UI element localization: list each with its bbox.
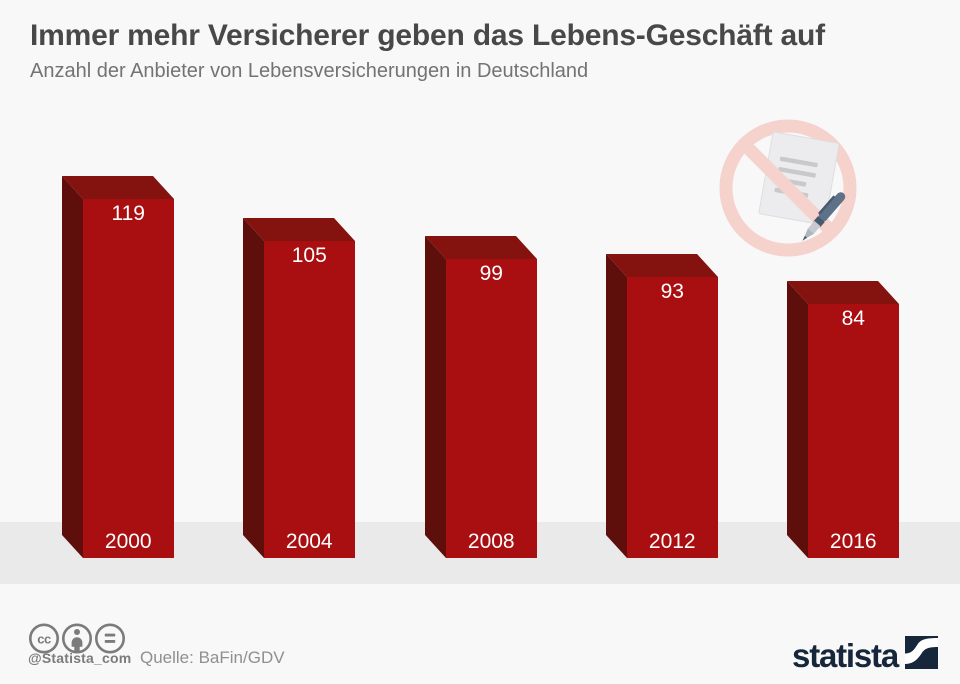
- cc-icon: cc: [29, 623, 59, 654]
- bar-year-label: 2012: [648, 529, 696, 553]
- bar-front-face: [446, 258, 537, 558]
- bar-side-face: [787, 280, 808, 558]
- cc-license-icons: cc: [29, 623, 126, 654]
- bar-value-label: 84: [841, 306, 865, 330]
- bar-2012: 93 2012: [606, 253, 718, 558]
- bar-front-face: [627, 276, 718, 558]
- statista-logotype: statista: [792, 637, 899, 674]
- pen-icon: [802, 192, 846, 241]
- bar-year-label: 2016: [829, 529, 877, 553]
- bar-value-label: 105: [291, 243, 327, 267]
- svg-text:cc: cc: [37, 631, 51, 646]
- chart-subtitle: Anzahl der Anbieter von Lebensversicheru…: [30, 60, 589, 82]
- bar-front-face: [83, 198, 174, 558]
- bar-2008: 99 2008: [425, 235, 537, 558]
- bar-year-label: 2004: [285, 529, 333, 553]
- bar-front-face: [264, 240, 355, 558]
- bar-top-face: [425, 235, 537, 259]
- statista-logo-mark: [905, 636, 938, 669]
- bar-year-label: 2008: [467, 529, 515, 553]
- bar-2004: 105 2004: [243, 217, 355, 558]
- chart-title: Immer mehr Versicherer geben das Lebens-…: [30, 19, 825, 52]
- bar-side-face: [606, 253, 627, 558]
- bar-top-face: [62, 175, 174, 199]
- source-note: Quelle: BaFin/GDV: [140, 648, 285, 667]
- bar-2016: 84 2016: [787, 280, 899, 558]
- bar-side-face: [62, 175, 83, 558]
- bar-year-label: 2000: [104, 529, 152, 553]
- equal-icon: [95, 623, 126, 654]
- statista-handle: @Statista_com: [28, 650, 132, 666]
- bar-value-label: 119: [111, 201, 145, 225]
- bar-top-face: [787, 280, 899, 304]
- no-contract-icon: [719, 119, 857, 257]
- bar-2000: 119 2000: [62, 175, 174, 558]
- prohibition-ring: [719, 119, 857, 257]
- bar-side-face: [425, 235, 446, 558]
- bar-top-face: [243, 217, 355, 241]
- bar-front-face: [808, 303, 899, 558]
- bar-value-label: 93: [660, 279, 684, 303]
- bar-side-face: [243, 217, 264, 558]
- prohibition-slash: [736, 136, 840, 240]
- statista-logo: statista: [792, 636, 938, 674]
- attribution-icon: [61, 623, 92, 654]
- bar-top-face: [606, 253, 718, 277]
- bar-value-label: 99: [479, 261, 503, 285]
